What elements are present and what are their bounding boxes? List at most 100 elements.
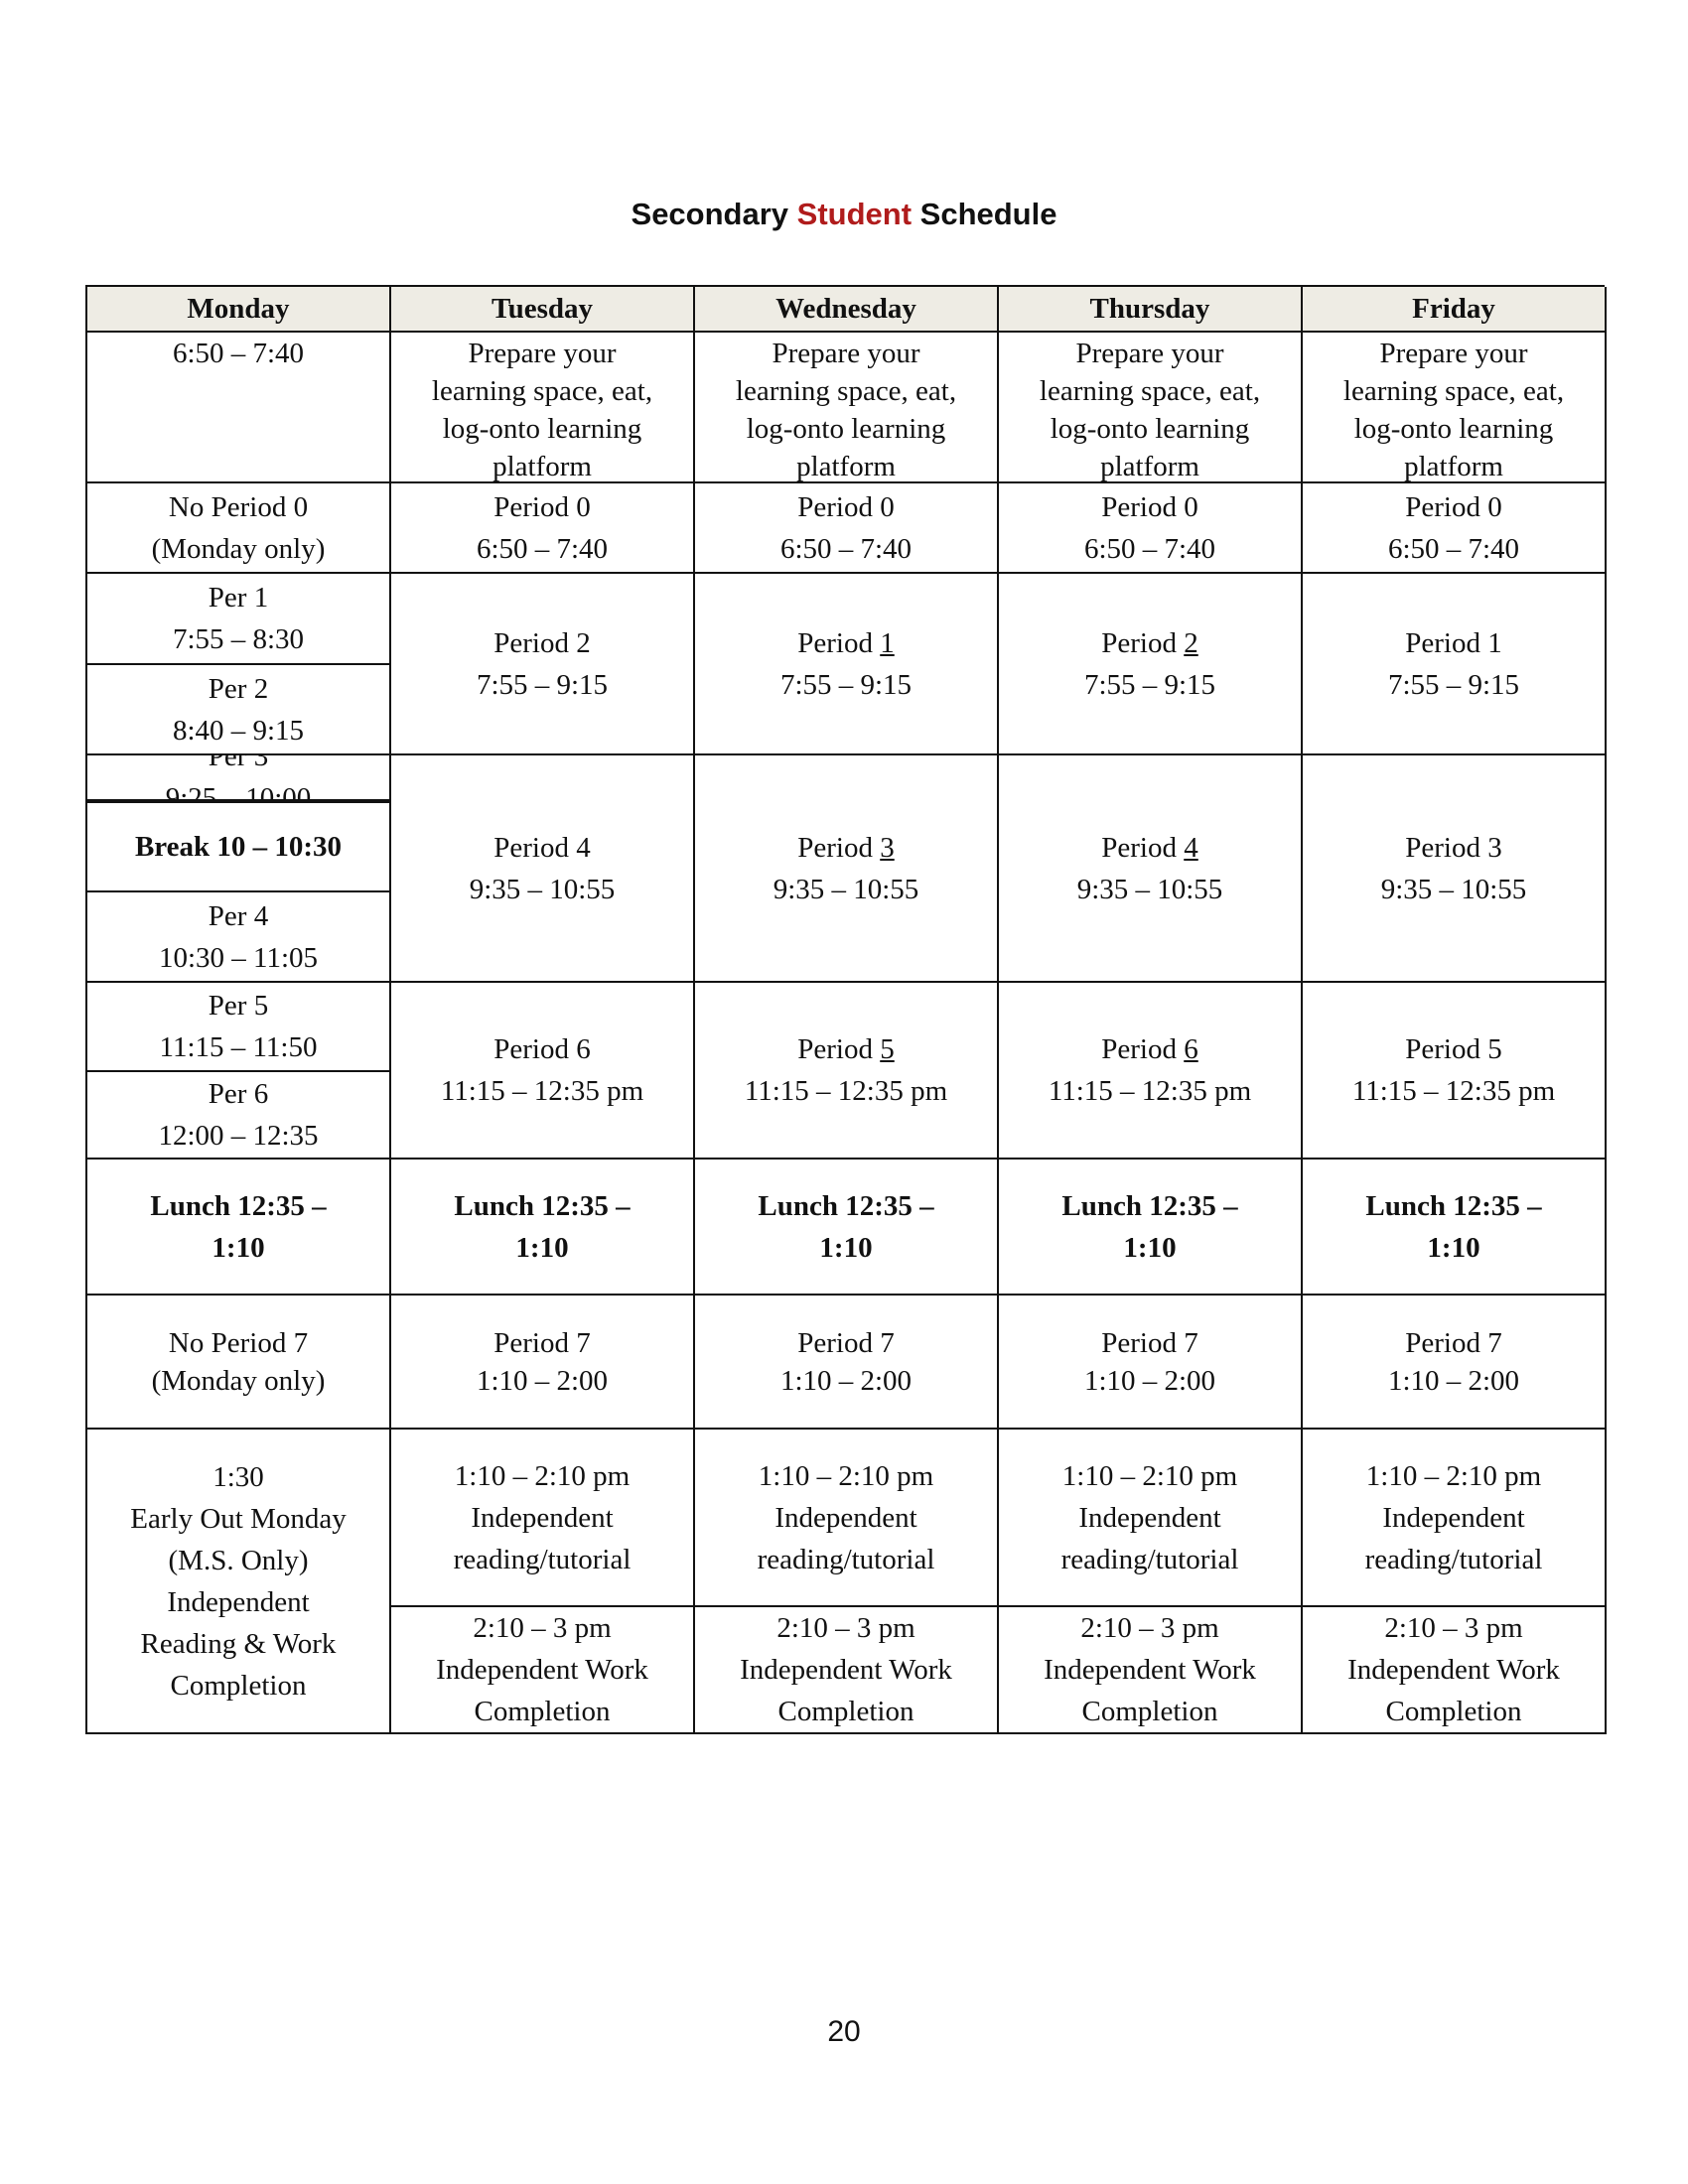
period-word: Period: [493, 1033, 577, 1065]
cell-text: 10:30 – 11:05: [158, 941, 319, 974]
tuesday-block2-cell: Period 4 9:35 – 10:55: [391, 755, 695, 983]
cell-text: No Period 0: [168, 490, 309, 523]
cell-text: Independent: [1078, 1501, 1221, 1534]
cell-text: Period 0: [797, 490, 895, 523]
cell-text: 9:25 – 10:00: [165, 782, 312, 801]
friday-period0-cell: Period 0 6:50 – 7:40: [1303, 483, 1607, 574]
period-word: Period: [493, 831, 577, 864]
period-word: Period: [1405, 1033, 1488, 1065]
tuesday-period7-cell: Period 7 1:10 – 2:00: [391, 1296, 695, 1430]
cell-text: Completion: [170, 1669, 307, 1702]
cell-text: 6:50 – 7:40: [476, 532, 609, 565]
cell-text: Independent Work: [1044, 1654, 1256, 1686]
schedule-table: Monday Tuesday Wednesday Thursday Friday…: [85, 285, 1607, 1734]
cell-text: reading/tutorial: [757, 1543, 935, 1575]
cell-text: platform: [1404, 451, 1503, 482]
cell-text: 1:10 – 2:10 pm: [1365, 1459, 1542, 1492]
tuesday-block3-cell: Period 6 11:15 – 12:35 pm: [391, 983, 695, 1160]
cell-text: 7:55 – 9:15: [1083, 668, 1216, 701]
thursday-period0-cell: Period 0 6:50 – 7:40: [999, 483, 1303, 574]
cell-text: Per 1: [208, 582, 269, 614]
thursday-lunch-cell: Lunch 12:35 – 1:10: [999, 1160, 1303, 1296]
cell-text: Lunch 12:35 –: [1061, 1189, 1238, 1222]
cell-text: Period 4: [1101, 827, 1197, 869]
period-word: Period: [1405, 626, 1488, 659]
cell-text: log-onto learning: [1050, 413, 1250, 445]
tuesday-period0-cell: Period 0 6:50 – 7:40: [391, 483, 695, 574]
wednesday-block3-cell: Period 5 11:15 – 12:35 pm: [695, 983, 999, 1160]
monday-per5-cell: Per 5 11:15 – 11:50: [87, 983, 391, 1072]
wednesday-prepare-cell: Prepare your learning space, eat, log-onto…: [695, 333, 999, 483]
cell-text: 1:10 – 2:00: [1083, 1364, 1216, 1397]
period-word: Period: [1101, 626, 1185, 659]
thursday-independent-reading-cell: 1:10 – 2:10 pm Independent reading/tutoria…: [999, 1430, 1303, 1607]
thursday-block1-cell: Period 2 7:55 – 9:15: [999, 574, 1303, 755]
cell-text: 1:10: [1427, 1231, 1480, 1264]
cell-text: log-onto learning: [442, 413, 642, 445]
cell-text: 7:55 – 9:15: [1387, 668, 1520, 701]
thursday-block2-cell: Period 4 9:35 – 10:55: [999, 755, 1303, 983]
cell-text: 1:10: [1123, 1231, 1177, 1264]
cell-text: Period 2: [493, 622, 590, 664]
friday-lunch-cell: Lunch 12:35 – 1:10: [1303, 1160, 1607, 1296]
period-number: 6: [1184, 1033, 1198, 1065]
cell-text: 12:00 – 12:35: [158, 1120, 319, 1152]
thursday-block3-cell: Period 6 11:15 – 12:35 pm: [999, 983, 1303, 1160]
cell-text: (M.S. Only): [168, 1544, 309, 1576]
period-number: 4: [576, 831, 591, 864]
cell-text: 2:10 – 3 pm: [473, 1612, 612, 1644]
period-number: 4: [1184, 831, 1198, 864]
cell-text: 1:10: [211, 1231, 265, 1264]
cell-text: Period 7: [1405, 1326, 1502, 1359]
tuesday-independent-work-cell: 2:10 – 3 pm Independent Work Completion: [391, 1607, 695, 1734]
thursday-prepare-cell: Prepare your learning space, eat, log-onto…: [999, 333, 1303, 483]
monday-per1-cell: Per 1 7:55 – 8:30: [87, 574, 391, 665]
cell-text: Period 5: [797, 1028, 894, 1070]
tuesday-independent-reading-cell: 1:10 – 2:10 pm Independent reading/tutoria…: [391, 1430, 695, 1607]
cell-text: 11:15 – 12:35 pm: [744, 1075, 948, 1107]
wednesday-independent-reading-cell: 1:10 – 2:10 pm Independent reading/tutoria…: [695, 1430, 999, 1607]
cell-text: Period 5: [1405, 1028, 1501, 1070]
period-number: 3: [880, 831, 895, 864]
thursday-independent-work-cell: 2:10 – 3 pm Independent Work Completion: [999, 1607, 1303, 1734]
cell-text: learning space, eat,: [431, 375, 653, 407]
cell-text: Period 3: [1405, 827, 1501, 869]
cell-text: 1:30: [212, 1460, 264, 1493]
cell-text: Independent Work: [436, 1654, 648, 1686]
cell-text: Period 7: [493, 1326, 591, 1359]
tuesday-lunch-cell: Lunch 12:35 – 1:10: [391, 1160, 695, 1296]
period-word: Period: [797, 1033, 881, 1065]
cell-text: Prepare your: [1379, 338, 1528, 369]
cell-text: 7:55 – 9:15: [779, 668, 913, 701]
wednesday-lunch-cell: Lunch 12:35 – 1:10: [695, 1160, 999, 1296]
cell-text: Completion: [474, 1696, 611, 1727]
cell-text: No Period 7: [168, 1326, 309, 1359]
cell-text: 11:15 – 11:50: [159, 1031, 318, 1063]
cell-text: log-onto learning: [1353, 413, 1554, 445]
cell-text: Lunch 12:35 –: [1365, 1189, 1542, 1222]
cell-text: 2:10 – 3 pm: [1384, 1612, 1523, 1644]
cell-text: 1:10 – 2:10 pm: [758, 1459, 934, 1492]
cell-text: Prepare your: [468, 338, 617, 369]
period-number: 1: [1487, 626, 1502, 659]
friday-block2-cell: Period 3 9:35 – 10:55: [1303, 755, 1607, 983]
cell-text: platform: [1100, 451, 1199, 482]
period-word: Period: [1405, 831, 1488, 864]
cell-text: reading/tutorial: [1364, 1543, 1543, 1575]
monday-lunch-cell: Lunch 12:35 – 1:10: [87, 1160, 391, 1296]
cell-text: Period 4: [493, 827, 590, 869]
cell-text: 6:50 – 7:40: [1387, 532, 1520, 565]
cell-text: 1:10 – 2:10 pm: [1061, 1459, 1238, 1492]
cell-text: 2:10 – 3 pm: [1080, 1612, 1219, 1644]
friday-period7-cell: Period 7 1:10 – 2:00: [1303, 1296, 1607, 1430]
cell-text: platform: [492, 451, 592, 482]
wednesday-period7-cell: Period 7 1:10 – 2:00: [695, 1296, 999, 1430]
cell-text: Completion: [777, 1696, 914, 1727]
monday-start-cell: 6:50 – 7:40: [87, 333, 391, 483]
cell-text: reading/tutorial: [1060, 1543, 1239, 1575]
friday-prepare-cell: Prepare your learning space, eat, log-onto…: [1303, 333, 1607, 483]
cell-text: 9:35 – 10:55: [773, 873, 919, 905]
friday-block1-cell: Period 1 7:55 – 9:15: [1303, 574, 1607, 755]
cell-text: Period 1: [797, 622, 894, 664]
page-number: 20: [827, 2015, 861, 2048]
